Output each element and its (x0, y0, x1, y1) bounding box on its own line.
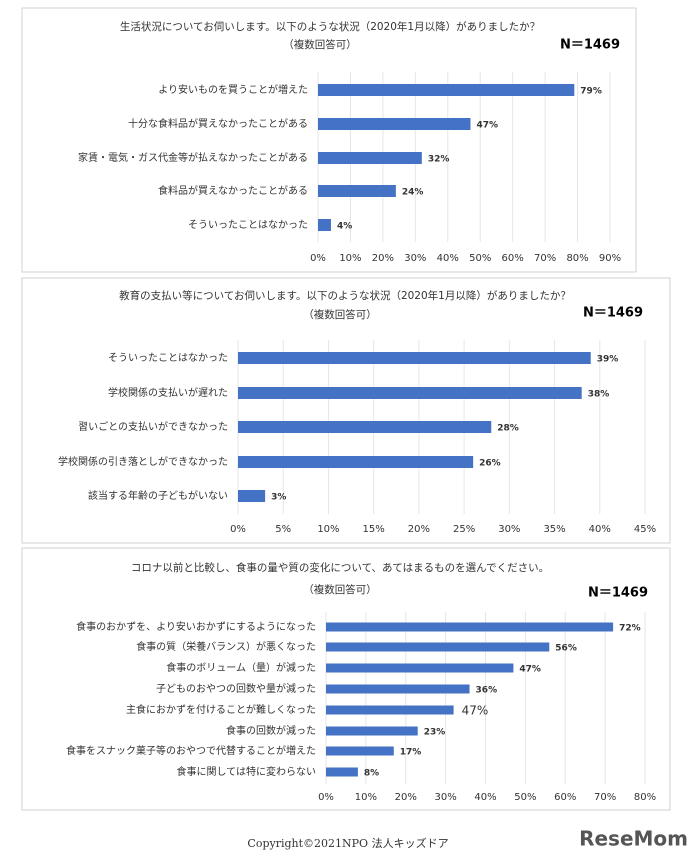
value-label: 79% (580, 87, 602, 97)
bar (318, 84, 575, 96)
chart-title: 教育の支払い等についてお伺いします。以下のような状況（2020年1月以降）があり… (119, 289, 571, 302)
value-label: 8% (364, 769, 379, 779)
bar (326, 663, 514, 673)
value-label: 38% (588, 390, 610, 400)
x-tick-label: 10% (339, 253, 361, 264)
category-label: 家賃・電気・ガス代金等が払えなかったことがある (78, 151, 308, 164)
category-label: そういったことはなかった (108, 352, 228, 364)
sample-size: N＝1469 (588, 586, 648, 601)
category-label: 習いごとの支払いができなかった (78, 420, 228, 433)
category-label: 食事のおかずを、より安いおかずにするようになった (76, 620, 316, 633)
x-tick-label: 60% (554, 792, 576, 803)
x-tick-label: 90% (599, 253, 621, 264)
chart-subtitle: （複数回答可） (283, 38, 357, 51)
value-label: 56% (555, 644, 577, 654)
category-label: 主食におかずを付けることが難しくなった (126, 703, 316, 716)
x-tick-label: 60% (502, 253, 524, 264)
category-label: より安いものを買うことが増えた (158, 83, 308, 96)
category-label: 食事のボリューム（量）が減った (166, 661, 316, 674)
value-label: 3% (271, 493, 286, 503)
x-tick-label: 10% (317, 524, 339, 535)
panel (21, 547, 671, 811)
chart-subtitle: （複数回答可） (303, 308, 377, 321)
x-tick-label: 80% (634, 792, 656, 803)
chart-subtitle: （複数回答可） (303, 583, 377, 596)
value-label: 28% (497, 424, 519, 434)
bar (238, 456, 474, 468)
x-tick-label: 0% (318, 792, 334, 803)
value-label: 47% (476, 121, 498, 131)
bar (318, 118, 471, 130)
category-label: 食料品が買えなかったことがある (158, 184, 308, 197)
x-tick-label: 40% (589, 524, 611, 535)
x-tick-label: 40% (474, 792, 496, 803)
x-tick-label: 35% (543, 524, 565, 535)
bar (326, 684, 470, 694)
bar (326, 642, 550, 652)
bar (326, 746, 394, 756)
category-label: そういったことはなかった (188, 219, 308, 231)
category-label: 食事の質（栄養バランス）が悪くなった (136, 640, 316, 653)
x-tick-label: 10% (355, 792, 377, 803)
x-tick-label: 25% (453, 524, 475, 535)
x-tick-label: 30% (498, 524, 520, 535)
x-tick-label: 80% (566, 253, 588, 264)
x-tick-label: 50% (469, 253, 491, 264)
value-label: 47% (519, 665, 541, 675)
x-tick-label: 70% (594, 792, 616, 803)
category-label: 食事に関しては特に変わらない (177, 765, 317, 778)
x-tick-label: 30% (435, 792, 457, 803)
x-tick-label: 30% (404, 253, 426, 264)
logo: ReseMom (579, 827, 688, 851)
bar (318, 185, 396, 197)
chart-title: コロナ以前と比較し、食事の量や質の変化について、あてはまるものを選んでください。 (131, 561, 549, 574)
bar (238, 352, 591, 364)
category-label: 十分な食料品が買えなかったことがある (128, 117, 308, 130)
x-tick-label: 70% (534, 253, 556, 264)
bar (326, 726, 418, 736)
x-tick-label: 0% (230, 524, 246, 535)
copyright: Copyright©2021NPO 法人キッズドア (247, 836, 448, 850)
value-label: 26% (479, 459, 501, 469)
x-tick-label: 50% (514, 792, 536, 803)
category-label: 該当する年齢の子どもがいない (88, 489, 228, 502)
annotation: 47% (462, 704, 489, 718)
value-label: 32% (428, 155, 450, 165)
value-label: 4% (337, 222, 352, 232)
x-tick-label: 40% (437, 253, 459, 264)
chart-title: 生活状況についてお伺いします。以下のような状況（2020年1月以降）がありました… (120, 20, 540, 33)
category-label: 学校関係の引き落としができなかった (58, 455, 228, 468)
panel (21, 277, 671, 544)
bar (318, 219, 331, 231)
bar (326, 705, 454, 715)
x-tick-label: 45% (634, 524, 656, 535)
category-label: 食事の回数が減った (226, 724, 316, 737)
x-tick-label: 20% (372, 253, 394, 264)
value-label: 39% (597, 355, 619, 365)
value-label: 36% (476, 686, 498, 696)
bar (238, 421, 492, 433)
value-label: 23% (424, 728, 446, 738)
x-tick-label: 5% (275, 524, 291, 535)
sample-size: N＝1469 (583, 306, 643, 321)
x-tick-label: 20% (408, 524, 430, 535)
category-label: 学校関係の支払いが遅れた (108, 386, 228, 399)
x-tick-label: 20% (395, 792, 417, 803)
bar (326, 767, 358, 777)
bar (238, 387, 582, 399)
bar (318, 152, 422, 164)
sample-size: N＝1469 (560, 38, 620, 53)
x-tick-label: 0% (310, 253, 326, 264)
category-label: 食事をスナック菓子等のおやつで代替することが増えた (66, 744, 316, 757)
category-label: 子どものおやつの回数や量が減った (156, 682, 316, 695)
x-tick-label: 15% (363, 524, 385, 535)
value-label: 17% (400, 748, 422, 758)
value-label: 24% (402, 188, 424, 198)
bar (238, 490, 266, 502)
value-label: 72% (619, 624, 641, 634)
bar (326, 622, 614, 632)
